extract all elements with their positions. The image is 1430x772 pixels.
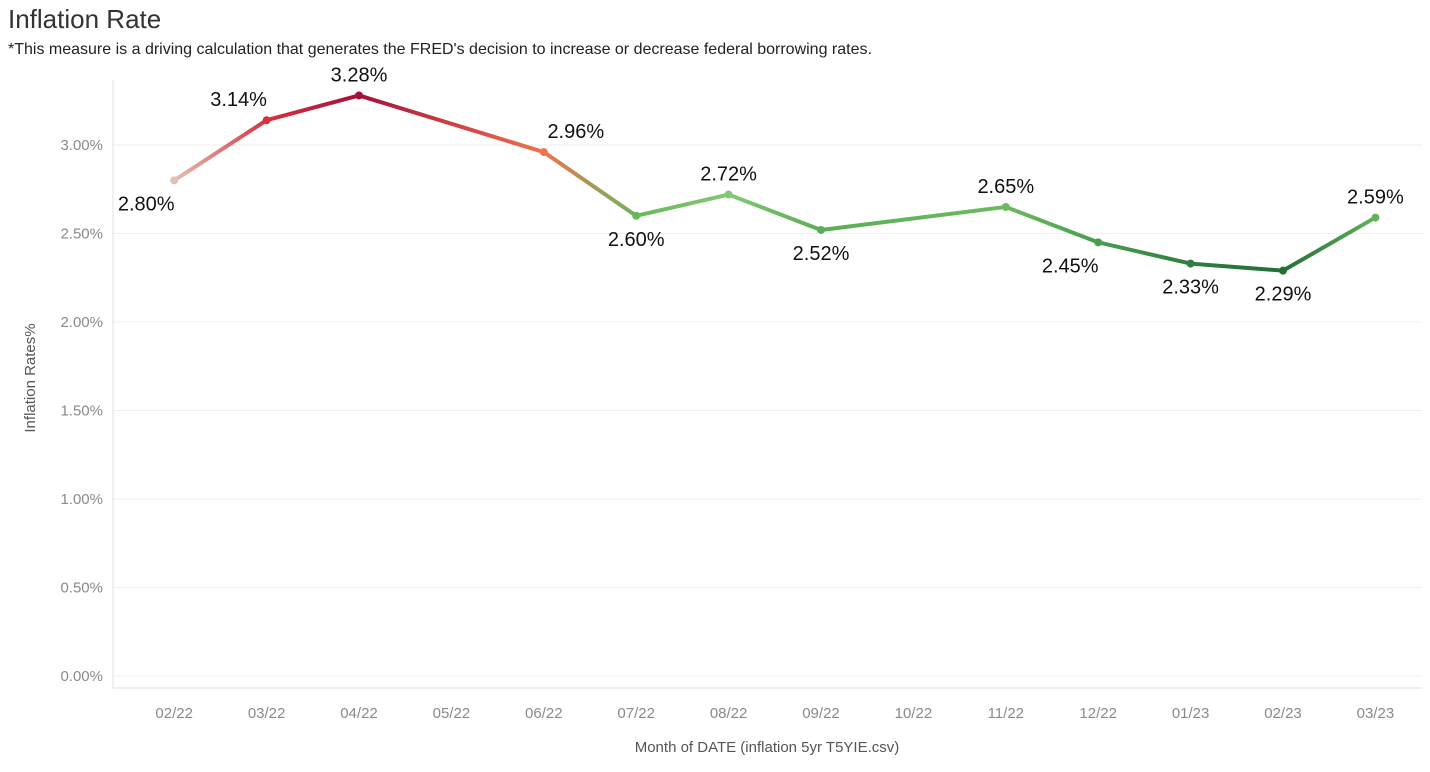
data-label: 2.72%: [700, 164, 757, 186]
y-tick-label: 3.00%: [60, 137, 103, 154]
x-tick-label: 03/22: [248, 705, 286, 722]
line-segment: [819, 204, 1008, 232]
data-point[interactable]: [724, 190, 733, 199]
data-label: 2.45%: [1042, 255, 1099, 277]
chart-subtitle: *This measure is a driving calculation t…: [8, 41, 872, 58]
x-tick-label: 04/22: [340, 705, 378, 722]
y-tick-label: 2.00%: [60, 314, 103, 331]
line-segment: [726, 192, 823, 232]
data-point[interactable]: [1279, 266, 1287, 275]
line-segment: [264, 93, 361, 123]
data-label: 2.60%: [608, 229, 665, 251]
line-segment: [357, 93, 546, 155]
series-line: [172, 93, 1378, 273]
x-tick-label: 05/22: [433, 705, 471, 722]
line-segment: [1003, 204, 1101, 245]
data-label: 2.33%: [1162, 277, 1219, 299]
data-point[interactable]: [632, 211, 641, 220]
x-tick-label: 12/22: [1079, 705, 1117, 722]
x-tick-label: 03/23: [1357, 705, 1395, 722]
x-tick-label: 01/23: [1172, 705, 1210, 722]
data-point[interactable]: [1186, 259, 1195, 268]
line-segment: [1281, 215, 1378, 273]
series-points: [170, 91, 1380, 275]
x-tick-label: 06/22: [525, 705, 563, 722]
grid-lines: [113, 144, 1422, 677]
y-tick-label: 2.50%: [60, 226, 103, 243]
data-point[interactable]: [1371, 213, 1380, 222]
line-segment: [634, 192, 731, 218]
chart-title: Inflation Rate: [8, 4, 162, 34]
y-axis-title: Inflation Rates%: [22, 323, 39, 432]
data-label: 2.96%: [547, 121, 604, 143]
y-tick-label: 0.00%: [60, 668, 103, 685]
data-label: 3.14%: [210, 89, 267, 111]
data-label: 2.65%: [977, 176, 1034, 198]
y-axis-ticks: 0.00% 0.50% 1.00% 1.50% 2.00% 2.50% 3.00%: [60, 137, 103, 685]
data-label: 3.28%: [331, 64, 388, 86]
data-label: 2.52%: [793, 243, 850, 265]
line-segment: [1188, 261, 1285, 273]
data-point[interactable]: [262, 116, 271, 125]
data-label: 2.29%: [1255, 284, 1312, 306]
x-axis-title: Month of DATE (inflation 5yr T5YIE.csv): [635, 739, 900, 756]
y-tick-label: 1.00%: [60, 491, 103, 508]
y-tick-label: 0.50%: [60, 580, 103, 597]
data-label: 2.59%: [1347, 187, 1404, 209]
x-tick-label: 10/22: [895, 705, 933, 722]
y-tick-label: 1.50%: [60, 403, 103, 420]
x-tick-label: 02/23: [1264, 705, 1302, 722]
data-labels: 2.80% 3.14% 3.28% 2.96% 2.60% 2.72% 2.52% 2.65%…: [118, 64, 1404, 305]
data-label: 2.80%: [118, 193, 175, 215]
line-segment: [1096, 240, 1193, 266]
data-point[interactable]: [1001, 202, 1010, 211]
x-axis-ticks: 02/22 03/22 04/22 05/22 06/22 07/22 08/22 09/22…: [155, 705, 1394, 722]
x-tick-label: 11/22: [988, 705, 1024, 722]
data-point[interactable]: [170, 176, 179, 185]
line-segment: [172, 118, 269, 183]
data-point[interactable]: [355, 91, 363, 100]
data-point[interactable]: [539, 148, 548, 157]
x-tick-label: 02/22: [155, 705, 193, 722]
line-segment: [541, 150, 639, 218]
data-point[interactable]: [1094, 238, 1103, 247]
data-point[interactable]: [817, 225, 825, 234]
x-tick-label: 08/22: [710, 705, 748, 722]
x-tick-label: 09/22: [802, 705, 840, 722]
x-tick-label: 07/22: [617, 705, 655, 722]
